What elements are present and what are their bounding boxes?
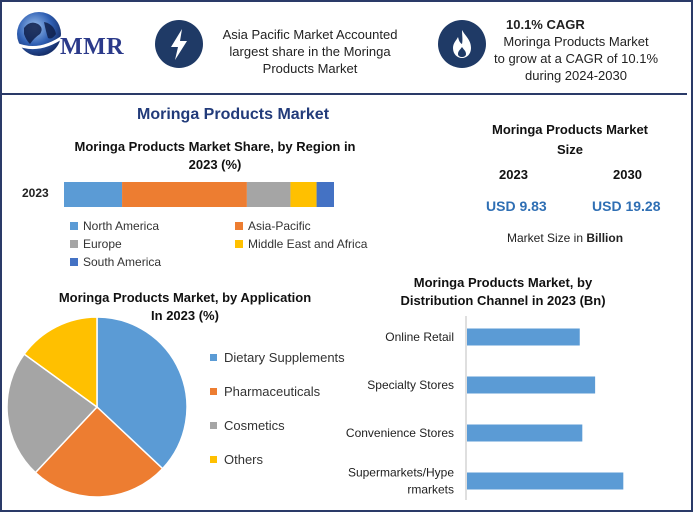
region-legend-item-asia-pacific: Asia-Pacific — [235, 219, 311, 233]
header-divider — [2, 93, 687, 95]
main-title: Moringa Products Market — [137, 106, 330, 123]
region-legend-item-north-america: North America — [70, 219, 159, 233]
distribution-chart-title: Moringa Products Market, by Distribution… — [400, 275, 606, 308]
application-chart-title: Moringa Products Market, by Application … — [58, 290, 312, 323]
legend-swatch — [235, 222, 243, 230]
region-legend-item-middle-east-and-africa: Middle East and Africa — [235, 237, 367, 251]
legend-swatch — [70, 258, 78, 266]
region-legend-item-europe: Europe — [70, 237, 122, 251]
flame-icon — [438, 20, 486, 68]
legend-swatch — [210, 456, 217, 463]
legend-swatch — [210, 422, 217, 429]
legend-label: Europe — [83, 237, 122, 251]
legend-label: South America — [83, 255, 162, 269]
market-size-year-2030: 2030 — [613, 167, 642, 182]
market-size-value-2023: USD 9.83 — [486, 198, 547, 214]
legend-label: Dietary Supplements — [224, 350, 345, 365]
market-size-year-2023: 2023 — [499, 167, 528, 182]
application-legend-item-pharmaceuticals: Pharmaceuticals — [210, 384, 320, 399]
legend-label: North America — [83, 219, 160, 233]
legend-swatch — [70, 240, 78, 248]
brand-logo-text: MMR — [60, 34, 125, 60]
cagr-title: 10.1% CAGR — [506, 17, 585, 32]
legend-swatch — [70, 222, 78, 230]
market-size-title: Moringa Products Market Size — [491, 122, 649, 157]
legend-swatch — [235, 240, 243, 248]
legend-label: Pharmaceuticals — [224, 384, 321, 399]
globe-logo-icon — [15, 12, 65, 56]
application-legend-item-cosmetics: Cosmetics — [210, 418, 285, 433]
application-legend-item-dietary-supplements: Dietary Supplements — [210, 350, 345, 365]
region-highlight-text: Asia Pacific Market Accounted largest sh… — [222, 27, 398, 76]
legend-swatch — [210, 354, 217, 361]
legend-label: Asia-Pacific — [248, 219, 311, 233]
region-legend-item-south-america: South America — [70, 255, 161, 269]
region-chart-title: Moringa Products Market Share, by Region… — [74, 139, 356, 172]
market-size-unit: Market Size in Billion — [507, 231, 624, 245]
application-legend-item-others: Others — [210, 452, 263, 467]
cagr-highlight-text: 10.1% CAGR Moringa Products Market to gr… — [486, 16, 666, 84]
market-size-value-2030: USD 19.28 — [592, 198, 661, 214]
legend-label: Cosmetics — [224, 418, 285, 433]
legend-swatch — [210, 388, 217, 395]
region-category-label: 2023 — [22, 186, 49, 200]
legend-label: Middle East and Africa — [248, 237, 368, 251]
legend-label: Others — [224, 452, 264, 467]
lightning-icon — [155, 20, 203, 68]
